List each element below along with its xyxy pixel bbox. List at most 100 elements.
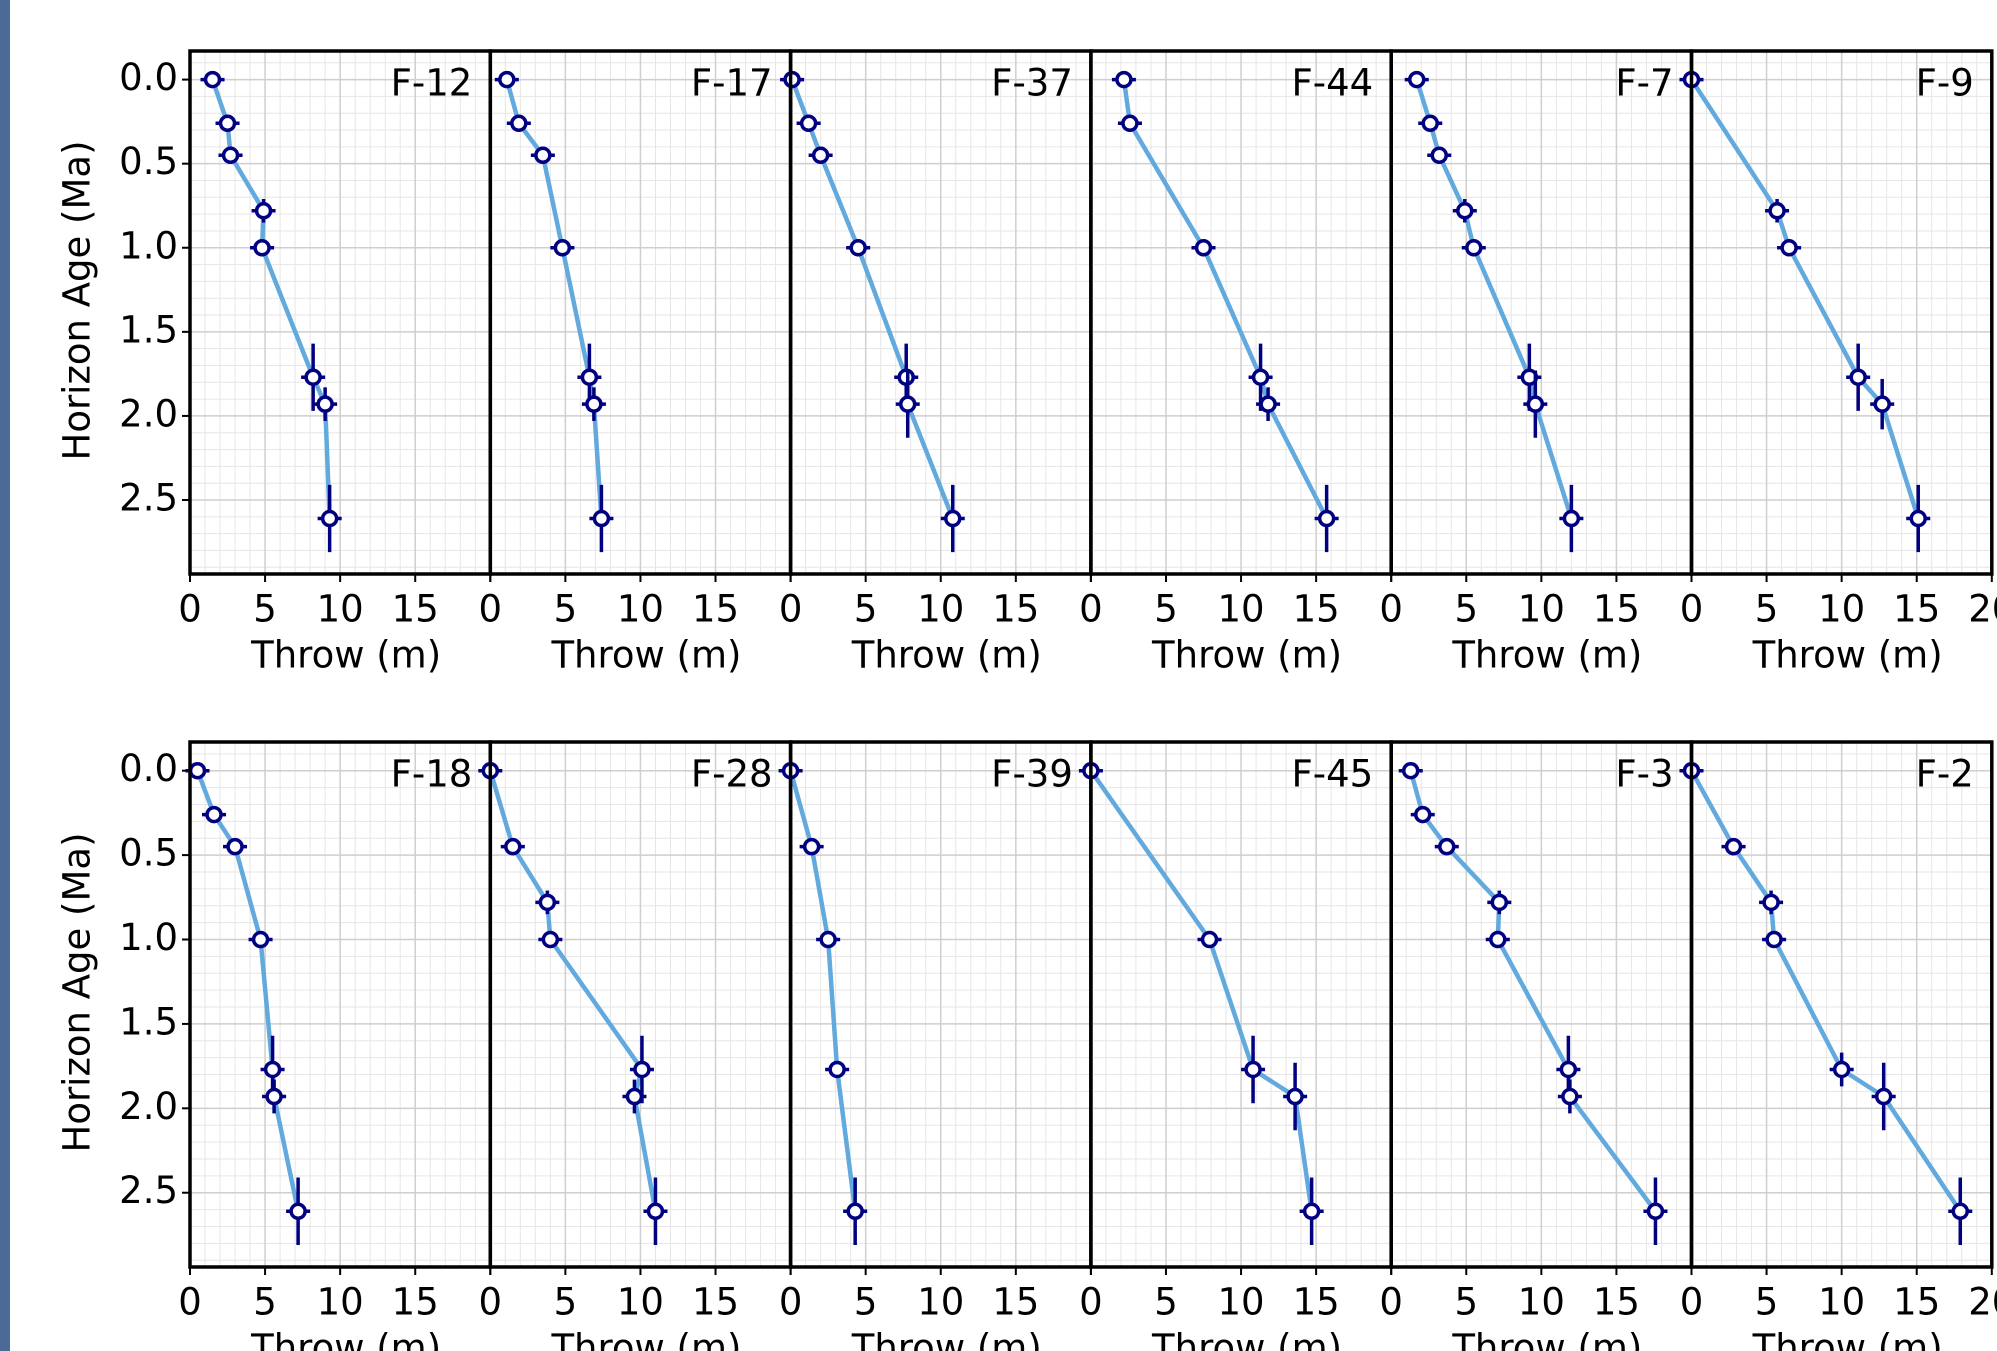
point (226, 837, 244, 856)
point (828, 1060, 846, 1079)
point (221, 146, 240, 165)
point (944, 509, 962, 528)
point (541, 930, 560, 949)
x-tick-label: 15 (992, 1281, 1039, 1324)
x-tick-label: 15 (1593, 1281, 1640, 1324)
y-tick-label: 1.0 (119, 224, 178, 267)
panel-title: F-18 (391, 753, 473, 796)
x-axis-label: Throw (m) (1451, 1327, 1642, 1351)
x-tick-label: 0 (178, 1281, 202, 1324)
point (253, 239, 271, 257)
y-tick-label: 0.0 (119, 56, 178, 99)
panel: 0 5 10 15 F-7 Throw (m) (1379, 49, 1694, 677)
panel-title: F-28 (691, 753, 773, 796)
x-tick-label: 20 (1968, 1281, 1997, 1324)
point (1832, 1060, 1851, 1079)
point (1490, 893, 1509, 912)
y-tick-label: 0.5 (119, 832, 178, 875)
point (534, 146, 552, 165)
y-tick-label: 2.0 (119, 1085, 178, 1128)
panel: 0 5 10 15 20 F-9 Throw (m) (1679, 49, 1997, 677)
point (510, 114, 528, 133)
x-tick-label: 5 (1154, 1281, 1178, 1324)
x-tick-label: 10 (1818, 588, 1865, 631)
x-tick-label: 0 (479, 588, 503, 631)
panel-title: F-39 (991, 753, 1073, 796)
x-tick-label: 0 (779, 1281, 803, 1324)
point (1115, 70, 1133, 89)
x-tick-label: 0 (779, 588, 803, 631)
panel: 0 5 10 15 0.0 0.5 1.0 1.5 2.0 2.5 F-18 Throw (m) Hor… (56, 740, 493, 1351)
point (1561, 1087, 1579, 1106)
x-tick-label: 10 (317, 1281, 364, 1324)
x-tick-label: 5 (854, 588, 878, 631)
y-tick-label: 1.5 (119, 308, 178, 351)
x-axis-label: Throw (m) (1451, 634, 1642, 677)
x-tick-label: 0 (1379, 1281, 1403, 1324)
x-axis-label: Throw (m) (1752, 1327, 1943, 1351)
panel: 0 5 10 15 0.0 0.5 1.0 1.5 2.0 2.5 F-12 Throw (m) Hor… (56, 49, 493, 677)
point (254, 202, 273, 220)
x-tick-label: 10 (617, 588, 664, 631)
x-tick-label: 10 (617, 1281, 664, 1324)
x-tick-label: 5 (253, 588, 277, 631)
x-tick-label: 15 (1293, 588, 1340, 631)
point (263, 1060, 282, 1079)
point (1244, 1060, 1262, 1079)
point (203, 70, 222, 89)
x-tick-label: 5 (253, 1281, 277, 1324)
throw-line (788, 770, 858, 1212)
throw-line (1089, 769, 1314, 1212)
point (1401, 761, 1420, 780)
x-tick-label: 0 (1680, 588, 1704, 631)
point (553, 239, 572, 257)
point (1951, 1202, 1970, 1221)
point (498, 70, 516, 89)
y-tick-label: 0.5 (119, 140, 178, 183)
panel-title: F-2 (1916, 753, 1974, 796)
x-tick-label: 20 (1968, 588, 1997, 631)
point (846, 1202, 864, 1221)
point (1456, 202, 1474, 220)
point (304, 368, 322, 386)
panel-title: F-37 (991, 62, 1073, 105)
point (580, 368, 599, 386)
point (316, 395, 334, 413)
throw-line (1121, 79, 1329, 520)
point (1465, 239, 1483, 257)
x-tick-label: 15 (1293, 1281, 1340, 1324)
point (1302, 1202, 1321, 1221)
point (1562, 509, 1581, 528)
panel-title: F-7 (1615, 62, 1673, 105)
point (1765, 930, 1783, 949)
panel: 0 5 10 15 F-28 Throw (m) (478, 740, 793, 1351)
point (1259, 395, 1277, 413)
point (819, 930, 837, 949)
point (1768, 202, 1786, 220)
point (1286, 1087, 1304, 1106)
x-axis-label: Throw (m) (851, 634, 1042, 677)
panel: 0 5 10 15 F-44 Throw (m) (1079, 49, 1393, 677)
panel-title: F-9 (1916, 62, 1974, 105)
x-tick-label: 0 (1379, 588, 1403, 631)
x-tick-label: 10 (1218, 1281, 1265, 1324)
point (646, 1202, 665, 1221)
y-tick-label: 2.5 (119, 477, 178, 520)
x-tick-label: 0 (1680, 1281, 1704, 1324)
x-tick-label: 5 (554, 1281, 578, 1324)
point (592, 509, 611, 528)
point (585, 395, 603, 413)
x-axis-label: Throw (m) (550, 1327, 741, 1351)
y-axis-label: Horizon Age (Ma) (56, 140, 99, 460)
y-tick-label: 2.0 (119, 392, 178, 435)
panel-title: F-44 (1291, 62, 1373, 105)
x-tick-label: 0 (479, 1281, 503, 1324)
throw-line (1414, 78, 1574, 520)
x-tick-label: 15 (392, 1281, 439, 1324)
panel: 0 5 10 15 F-17 Throw (m) (479, 49, 793, 677)
x-tick-label: 10 (1218, 588, 1265, 631)
x-tick-label: 10 (317, 588, 364, 631)
point (289, 1202, 307, 1221)
